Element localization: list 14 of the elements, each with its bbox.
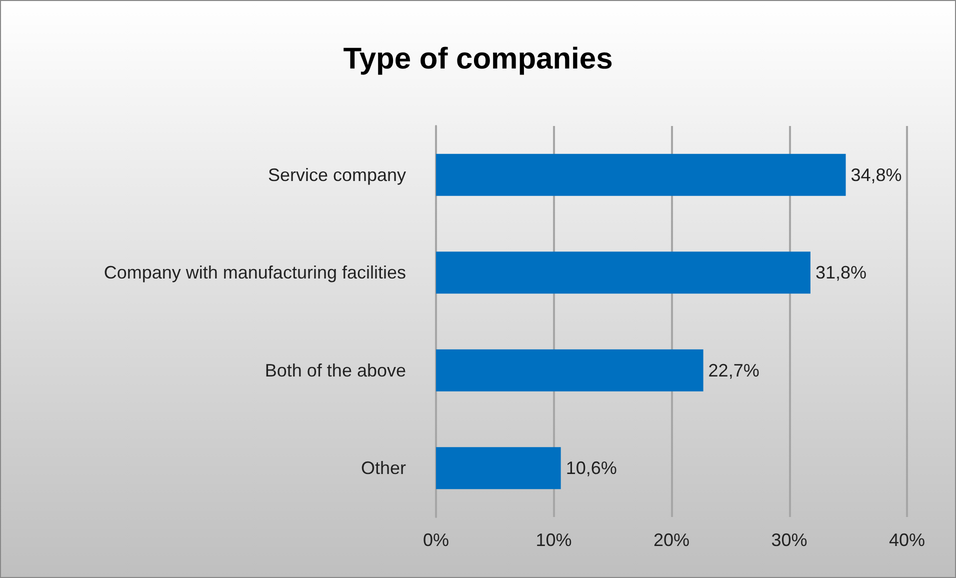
data-label: 31,8% bbox=[815, 262, 866, 283]
x-tick-label: 20% bbox=[653, 530, 690, 550]
chart-title: Type of companies bbox=[343, 42, 613, 76]
data-label: 22,7% bbox=[708, 360, 760, 380]
data-label: 34,8% bbox=[850, 164, 902, 185]
data-label: 10,6% bbox=[566, 458, 617, 478]
x-tick-label: 10% bbox=[536, 530, 572, 550]
y-tick-label: Company with manufacturing facilities bbox=[104, 262, 406, 283]
x-tick-label: 0% bbox=[422, 530, 450, 550]
y-tick-label: Both of the above bbox=[264, 360, 406, 380]
x-tick-label: 40% bbox=[888, 530, 926, 550]
y-tick-label: Other bbox=[360, 458, 406, 478]
y-tick-label: Service company bbox=[268, 164, 406, 185]
x-tick-label: 30% bbox=[771, 530, 808, 550]
